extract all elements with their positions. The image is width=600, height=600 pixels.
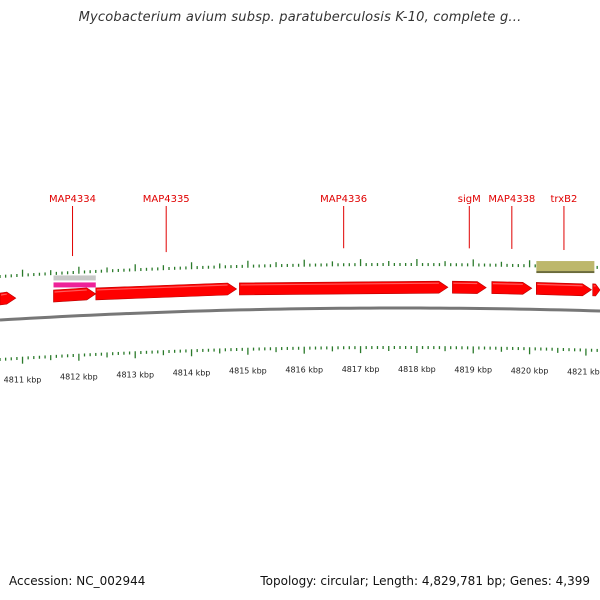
gene-arrow[interactable] xyxy=(0,291,17,306)
gene-highlight xyxy=(537,283,583,287)
ruler-ticks: 4811 kbp 4812 kbp 4813 kbp 4814 kbp 4815 kbp… xyxy=(0,346,600,385)
gene-highlight xyxy=(54,289,87,293)
top-tick-marks xyxy=(0,259,598,278)
gene-track xyxy=(0,280,600,306)
genome-backbone xyxy=(0,306,600,322)
feature-gray-bar xyxy=(53,275,96,281)
accession-label: Accession: NC_002944 xyxy=(9,574,146,588)
gene-highlight xyxy=(492,283,523,285)
gene-label: MAP4334 xyxy=(49,194,96,205)
ruler-label: 4814 kbp xyxy=(173,368,211,377)
ruler-label: 4812 kbp xyxy=(60,373,98,382)
ruler-label: 4815 kbp xyxy=(229,367,267,376)
ruler-label: 4820 kbp xyxy=(511,366,549,375)
map-title: Mycobacterium avium subsp. paratuberculo… xyxy=(78,10,522,25)
gene-map4334[interactable] xyxy=(53,287,97,303)
genome-summary: Topology: circular; Length: 4,829,781 bp… xyxy=(260,574,590,588)
gene-highlight xyxy=(0,293,7,296)
gene-label: sigM xyxy=(458,194,481,205)
ruler-label: 4818 kbp xyxy=(398,365,436,374)
feature-pink-bar xyxy=(53,282,96,288)
gene-label: MAP4335 xyxy=(143,194,190,205)
gene-arrow[interactable] xyxy=(592,283,600,297)
feature-olive-bar-edge xyxy=(536,271,595,274)
ruler-label: 4819 kbp xyxy=(454,365,492,374)
ruler-label: 4816 kbp xyxy=(285,366,323,375)
gene-label: MAP4336 xyxy=(320,194,367,205)
gene-label: trxB2 xyxy=(550,194,577,205)
ruler-label: 4813 kbp xyxy=(116,370,154,379)
gene-labels: MAP4334 MAP4335 MAP4336 sigM MAP4338 trxB2 xyxy=(49,194,577,257)
gene-map4335[interactable] xyxy=(95,282,238,301)
gene-sigm[interactable] xyxy=(452,280,487,294)
ruler-label: 4821 kbp xyxy=(567,368,600,377)
ruler-label: 4817 kbp xyxy=(342,365,380,374)
ruler-label: 4811 kbp xyxy=(4,376,42,385)
feature-track xyxy=(53,261,595,288)
feature-olive-bar xyxy=(536,261,595,272)
gene-label: MAP4338 xyxy=(488,194,535,205)
gene-highlight xyxy=(240,282,439,286)
gene-highlight xyxy=(96,284,228,291)
